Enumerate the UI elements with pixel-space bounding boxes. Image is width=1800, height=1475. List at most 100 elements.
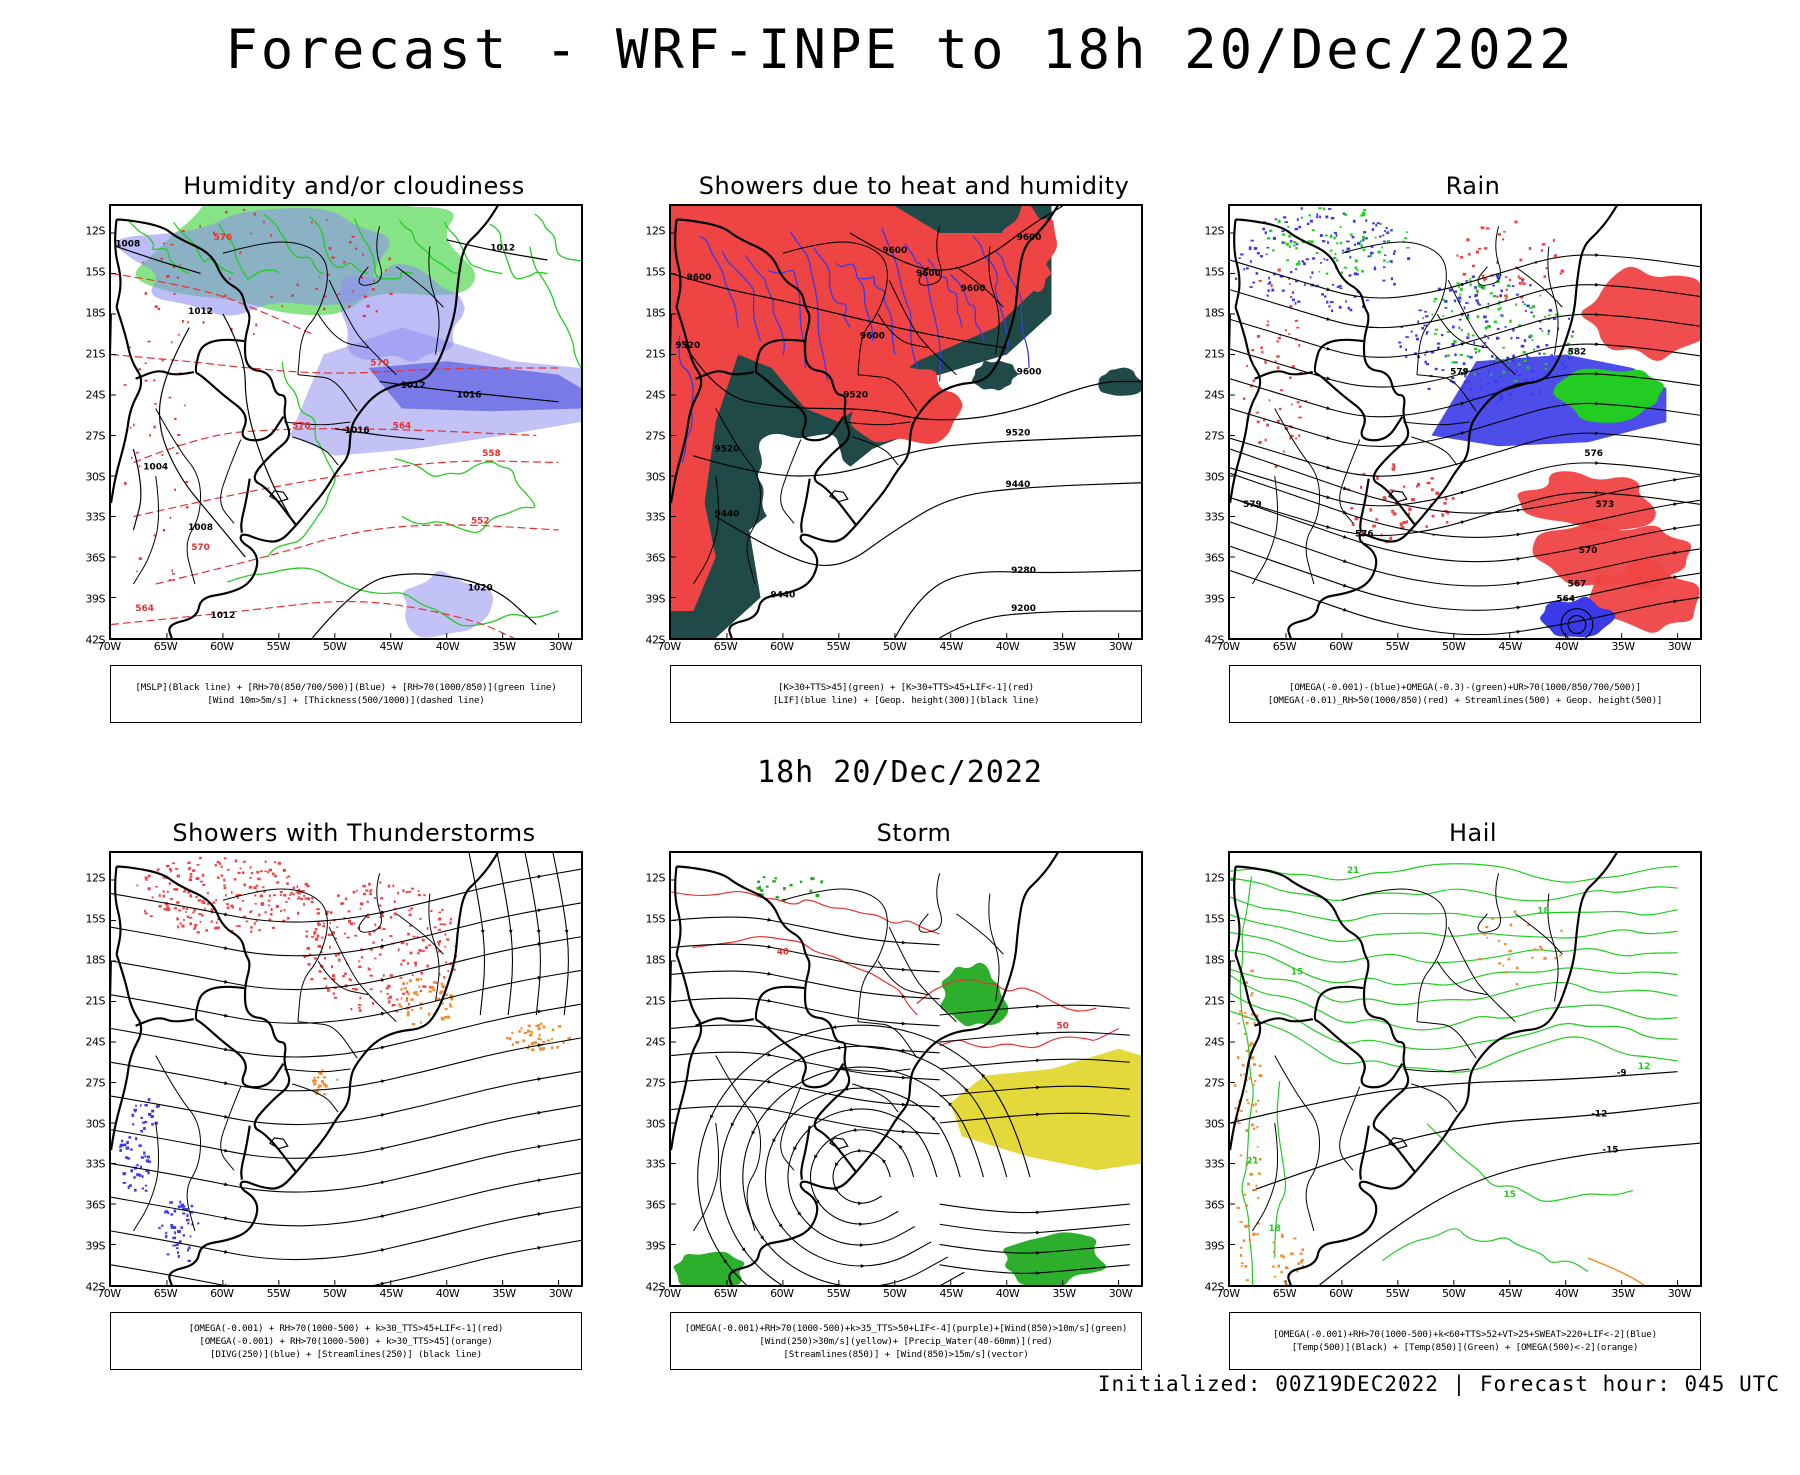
omega-blue [1548,308,1553,312]
omega-blue [1235,277,1238,280]
mslp-isobar [158,327,246,558]
thickness-speckle [173,293,176,295]
omega-blue [1523,339,1527,343]
thunder-red [239,907,242,911]
omega-blue [1372,222,1375,225]
thunder-red [369,893,372,896]
omega-green [1446,354,1450,357]
omega-rh-red [1382,496,1387,500]
thunder-orange [518,1029,521,1033]
omega-rh-red [1451,496,1455,500]
omega-blue [1495,274,1500,278]
thunder-red [322,925,326,928]
omega-blue [1268,281,1272,285]
omega500-orange [1239,1221,1243,1223]
streamline-arrow [480,929,485,935]
panel-title: Humidity and/or cloudiness [183,172,525,200]
thunder-red [369,988,373,991]
omega-rh-red [1521,280,1524,283]
thunder-red [350,979,353,982]
streamline-arrow [848,1107,853,1112]
contour-label: 1020 [468,584,493,594]
state-border [1339,1086,1361,1171]
lagoon [829,1137,849,1150]
divg-blue [127,1185,130,1189]
omega-blue [1390,260,1393,264]
omega-blue [1370,245,1374,248]
thunder-red [297,897,300,900]
contour-label: 18 [1269,1224,1281,1234]
country-border [116,218,298,527]
thunder-red [295,891,299,893]
thunder-red [233,878,237,881]
streamline-arrow [537,1009,542,1014]
omega-blue [1255,272,1259,275]
omega-green [1517,324,1522,327]
omega500-orange [1253,1188,1257,1192]
thunder-red [192,911,195,914]
thickness-speckle [296,283,299,287]
main-title: Forecast - WRF-INPE to 18h 20/Dec/2022 [225,18,1575,81]
omega-green [1489,292,1493,295]
thickness-speckle [147,340,151,343]
streamline-arrow [1036,1210,1041,1215]
thunder-red [287,897,290,900]
thunder-red [414,964,417,967]
thunder-red [188,867,192,869]
omega-blue [1348,274,1352,277]
thunder-orange [562,1040,565,1044]
clear-gap [757,433,867,523]
omega-blue [1262,227,1266,231]
longitude-label: 40W [1554,1287,1579,1300]
thickness-speckle [167,275,170,278]
omega-blue [1538,320,1542,323]
thunder-red [329,921,332,924]
omega-blue [1253,247,1258,250]
omega-rh-red [1446,511,1450,515]
streamline-arrow [380,910,386,915]
contour-label: 564 [1556,595,1575,605]
thunder-red [316,934,320,938]
omega-rh-red [1393,465,1396,469]
omega-rh-red [1266,320,1270,323]
omega-blue [1500,289,1503,293]
omega500-orange [1248,1238,1251,1242]
omega-blue [1452,325,1455,329]
omega-green [1289,241,1293,244]
streamline-arrow [564,929,569,935]
divg-blue [151,1109,154,1113]
coastline [1287,206,1618,638]
thunder-red [326,989,331,992]
streamline-arrow [380,1113,386,1117]
contour-label: 1008 [188,523,213,533]
latitude-label: 33S [1204,510,1225,524]
omega-green [1288,235,1291,238]
thunder-red [189,922,193,926]
wind850-green [757,880,761,884]
omega500-orange [1240,1073,1242,1077]
wind850-green [762,876,766,879]
thunder-red [198,913,202,916]
geop-height-line [715,482,1141,567]
thunder-red [280,894,282,896]
thunder-red [378,953,382,956]
latitude-label: 27S [1204,429,1225,443]
k-tts-lif-red [671,206,1052,612]
omega-rh-red [1400,526,1405,530]
thunder-red [268,904,271,907]
contour-label: 552 [471,516,490,526]
streamline-arrow [1673,575,1678,580]
thickness-speckle [323,307,326,311]
state-border [877,313,929,349]
divg-blue [179,1200,182,1204]
thunder-red [426,964,429,968]
divg-blue [119,1145,122,1148]
thunder-red [157,868,160,871]
omega-rh-red [1502,238,1505,241]
divg-blue [169,1201,173,1204]
wind850-green [765,885,769,888]
thunder-red [396,998,399,1001]
panel-title: Showers with Thunderstorms [172,819,536,847]
thunder-red [147,887,151,891]
wind850-green [809,889,813,893]
